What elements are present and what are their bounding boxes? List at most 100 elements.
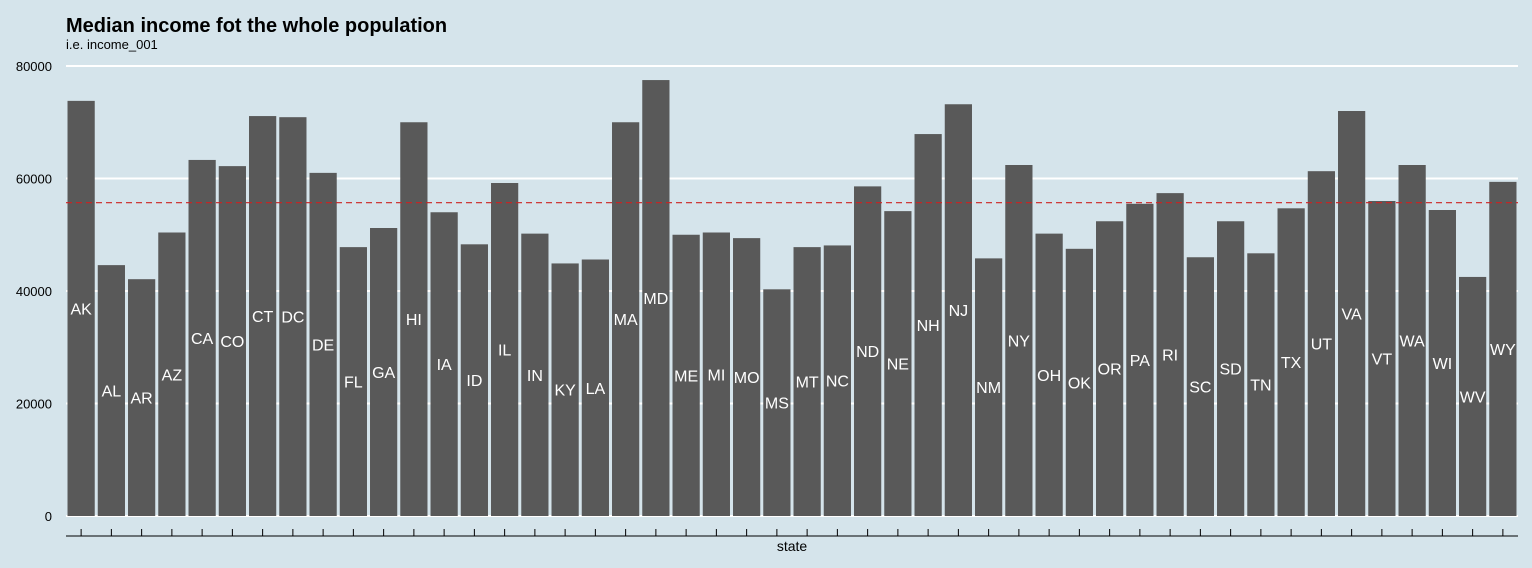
bar — [1005, 165, 1033, 516]
bar-label: VT — [1372, 352, 1393, 369]
bar-label: ID — [466, 373, 482, 390]
bar — [249, 116, 277, 516]
bar-label: MI — [707, 367, 725, 384]
bar — [309, 172, 337, 516]
bar-label: AL — [102, 384, 122, 401]
bar-label: OR — [1098, 362, 1122, 379]
bar — [612, 122, 640, 516]
bar — [793, 247, 821, 516]
bar — [1338, 111, 1366, 516]
bar — [339, 247, 367, 516]
bar-label: MA — [614, 312, 638, 329]
bar — [581, 259, 609, 516]
bar — [370, 228, 398, 516]
bar-label: TN — [1250, 378, 1271, 395]
bar — [551, 263, 579, 516]
bar — [218, 166, 246, 516]
y-tick-label: 0 — [45, 509, 52, 524]
bar — [763, 289, 791, 516]
bar-label: LA — [586, 381, 606, 398]
bar-label: OH — [1037, 368, 1061, 385]
chart-title: Median income fot the whole population — [66, 15, 448, 37]
bar-label: SD — [1220, 362, 1242, 379]
y-tick-label: 80000 — [16, 59, 52, 74]
bar — [430, 212, 458, 516]
bar — [158, 232, 186, 516]
bar-label: SC — [1189, 380, 1211, 397]
bar-label: MT — [796, 375, 819, 392]
bar — [279, 117, 307, 516]
bar-label: NY — [1008, 334, 1031, 351]
bar-label: KY — [554, 383, 576, 400]
bar-label: NC — [826, 374, 849, 391]
bar — [460, 244, 488, 516]
bar-label: AZ — [162, 367, 183, 384]
bar — [1247, 253, 1275, 516]
bar-label: CT — [252, 309, 274, 326]
bar-label: PA — [1130, 353, 1150, 370]
bar-label: FL — [344, 375, 363, 392]
bar — [914, 134, 942, 516]
bar-label: WY — [1490, 342, 1516, 359]
x-axis-label: state — [777, 538, 808, 554]
bar — [521, 233, 549, 516]
bar-label: RI — [1162, 348, 1178, 365]
bar-label: AR — [131, 391, 153, 408]
bar — [1489, 181, 1517, 516]
bar-label: DE — [312, 337, 334, 354]
bar-label: MD — [643, 291, 668, 308]
bar — [1186, 257, 1214, 516]
bar — [1459, 276, 1487, 516]
bar — [400, 122, 428, 516]
bar — [128, 279, 156, 516]
bar-label: IA — [437, 357, 452, 374]
bar-label: ND — [856, 344, 879, 361]
bar — [1398, 165, 1426, 516]
bar-label: UT — [1311, 337, 1333, 354]
bar-label: ME — [674, 368, 698, 385]
bar-label: WV — [1460, 389, 1486, 406]
bar — [733, 238, 761, 516]
bar-label: HI — [406, 312, 422, 329]
bar — [1126, 203, 1154, 516]
y-tick-label: 40000 — [16, 284, 52, 299]
bar — [854, 186, 882, 516]
chart-subtitle: i.e. income_001 — [66, 37, 158, 52]
bar — [823, 245, 851, 516]
bar — [1096, 221, 1124, 516]
bar — [1035, 233, 1063, 516]
bar — [642, 80, 670, 516]
bar-label: CO — [220, 334, 244, 351]
bar — [1277, 208, 1305, 516]
bar-label: TX — [1281, 355, 1302, 372]
bar-label: NJ — [949, 303, 969, 320]
bar-label: NE — [887, 357, 909, 374]
bar-label: AK — [70, 301, 92, 318]
bar — [1156, 193, 1184, 516]
bar — [97, 265, 125, 516]
bar — [67, 100, 95, 516]
bar — [975, 258, 1003, 516]
bar — [702, 232, 730, 516]
y-tick-label: 20000 — [16, 397, 52, 412]
bar-label: IN — [527, 368, 543, 385]
bar — [1217, 221, 1245, 516]
bar — [944, 104, 972, 516]
bar — [1368, 201, 1396, 516]
bar-label: WI — [1433, 356, 1453, 373]
bar-label: NH — [917, 318, 940, 335]
bar — [188, 159, 216, 516]
y-tick-label: 60000 — [16, 172, 52, 187]
bar-label: MS — [765, 396, 789, 413]
bar-label: NM — [976, 380, 1001, 397]
bar-label: WA — [1400, 334, 1426, 351]
bar-label: GA — [372, 365, 395, 382]
bar-label: CA — [191, 331, 214, 348]
bar-label: IL — [498, 343, 511, 360]
bar-label: MO — [734, 370, 760, 387]
bar-label: DC — [281, 310, 304, 327]
bar-label: VA — [1342, 307, 1362, 324]
bar-label: OK — [1068, 375, 1091, 392]
